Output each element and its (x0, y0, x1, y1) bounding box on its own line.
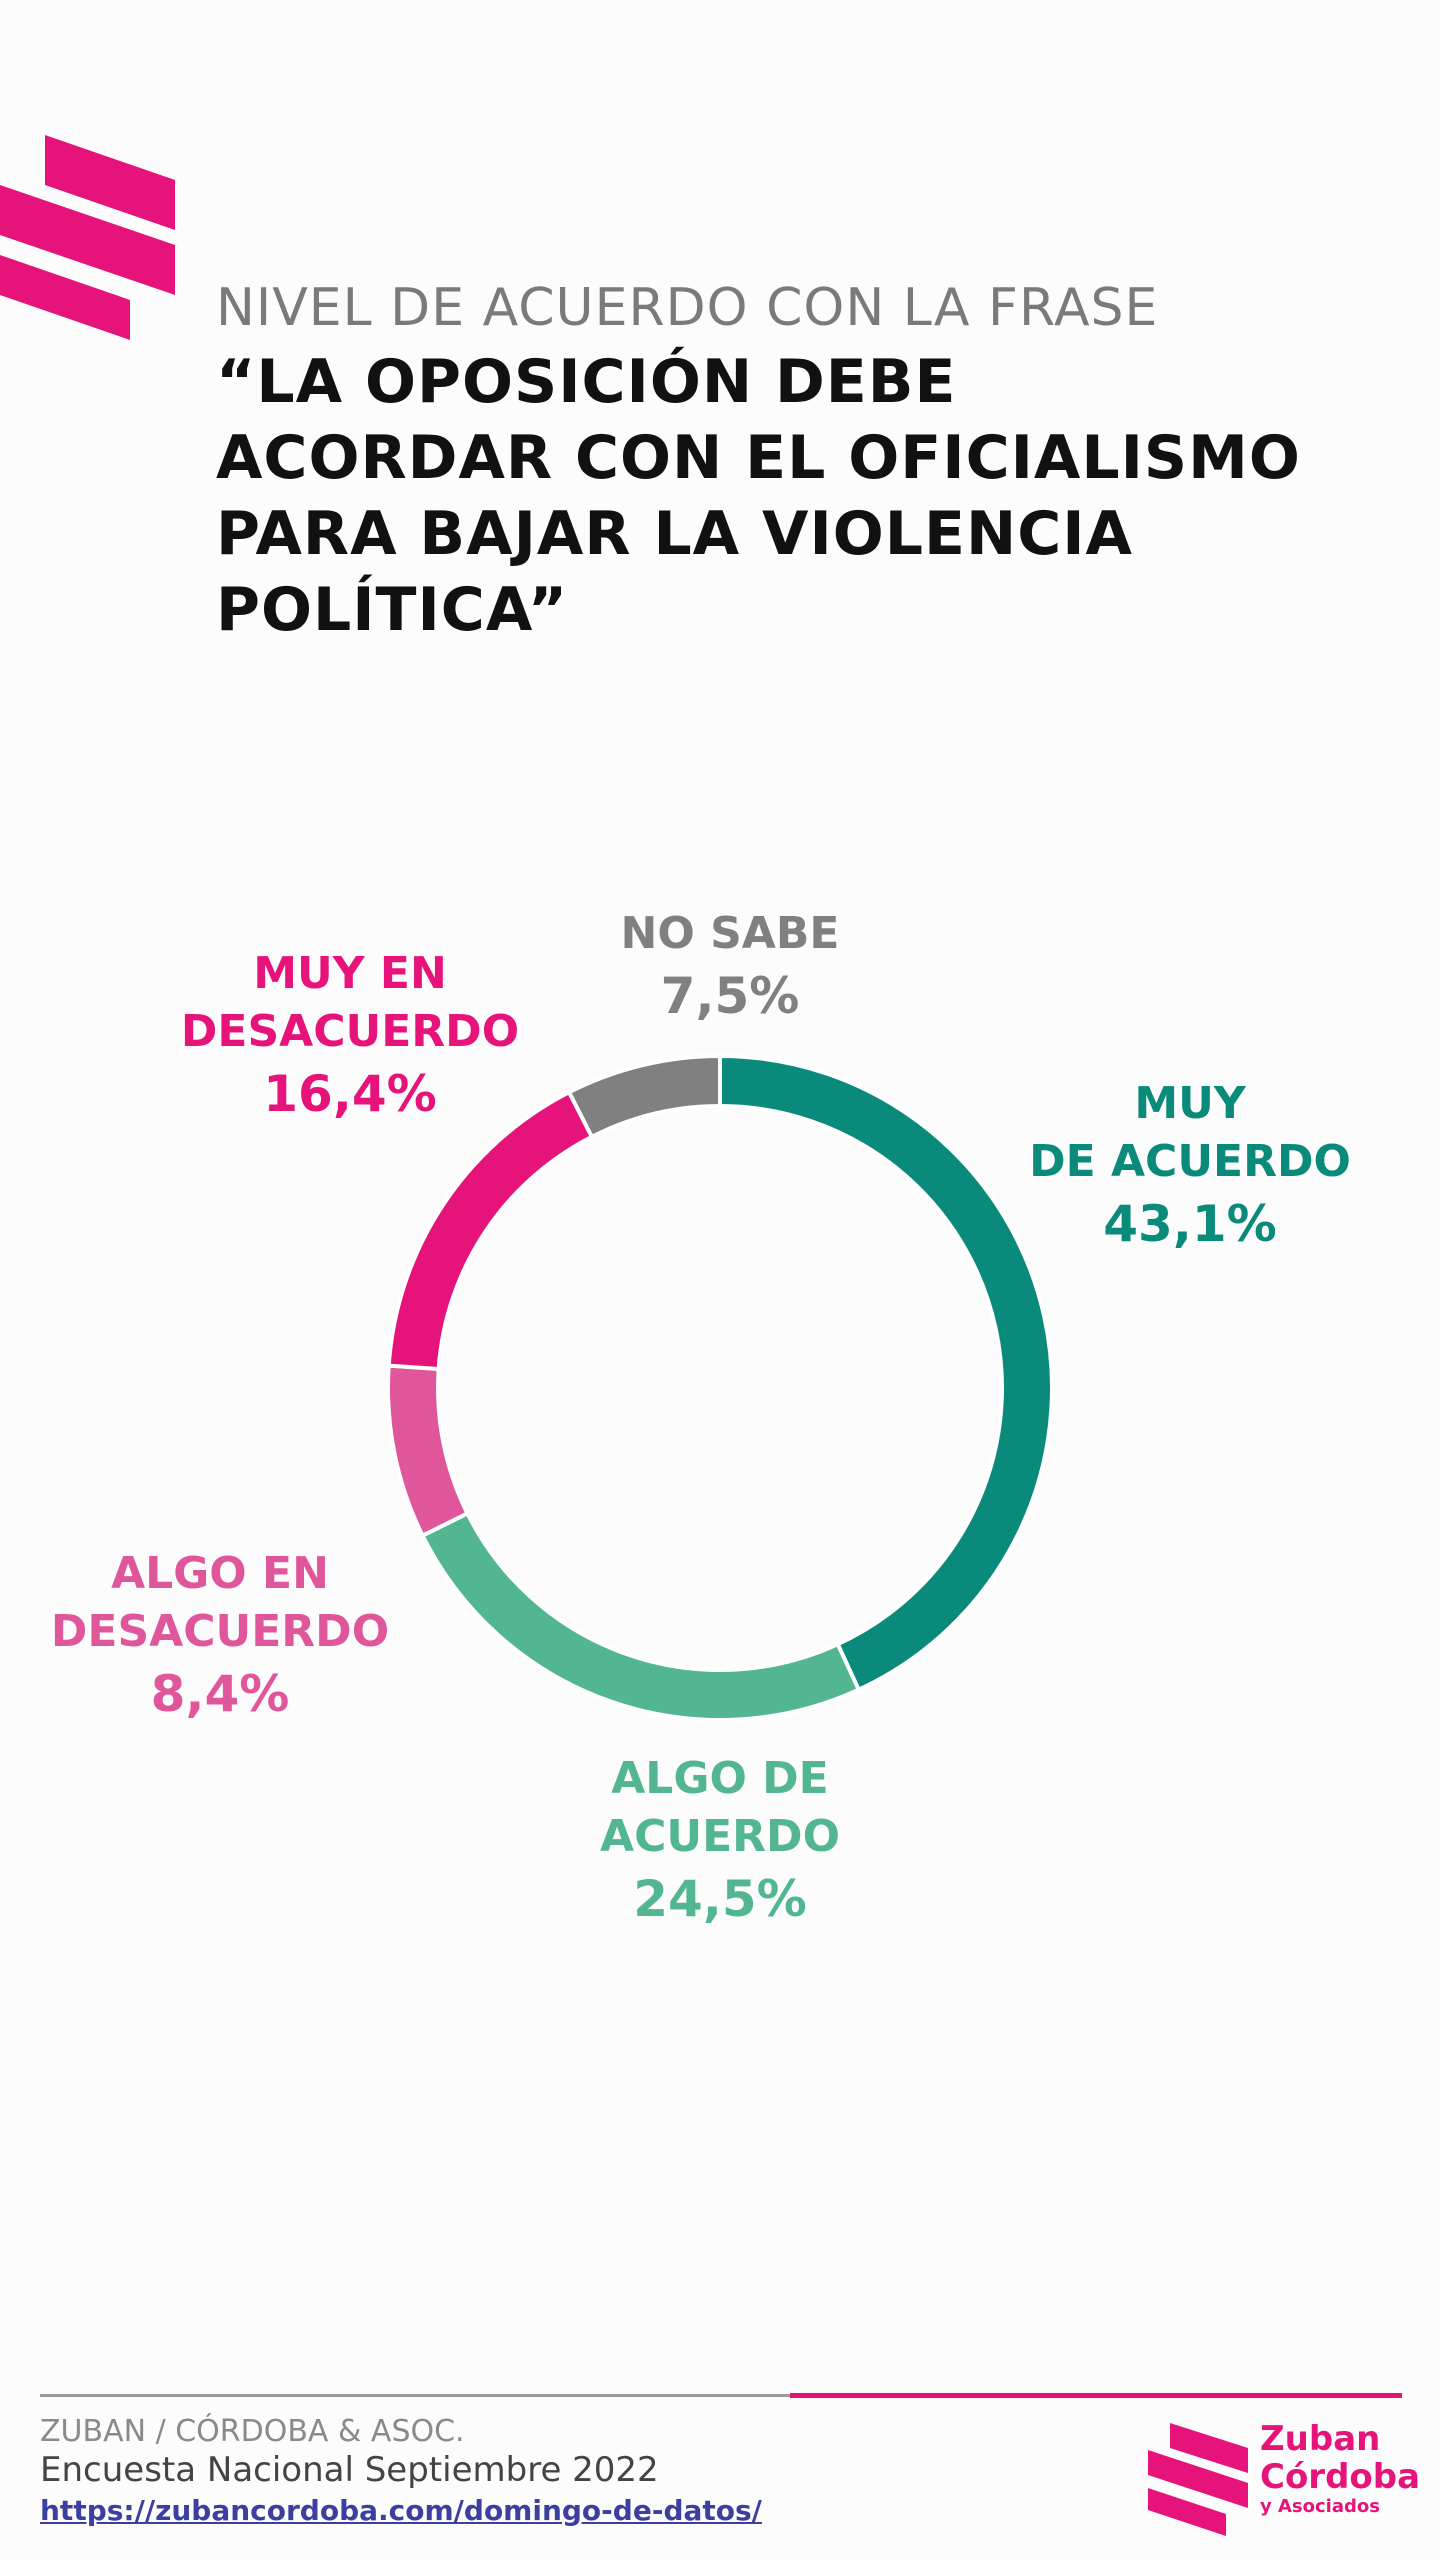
donut-slice-2 (386, 1363, 471, 1539)
slice-label-3: MUY EN DESACUERDO 16,4% (150, 945, 550, 1127)
brand-stripes-icon (0, 135, 175, 340)
slice-label-1: ALGO DE ACUERDO 24,5% (540, 1750, 900, 1932)
slice-name-2: ALGO EN DESACUERDO (50, 1548, 390, 1657)
footer-divider (40, 2394, 1402, 2397)
slice-name-1: ALGO DE ACUERDO (600, 1753, 840, 1862)
slice-label-4: NO SABE 7,5% (580, 905, 880, 1029)
slice-value-3: 16,4% (263, 1065, 437, 1123)
slice-name-4: NO SABE (620, 908, 840, 959)
slice-value-4: 7,5% (660, 967, 800, 1025)
brand-wordmark: Zuban Córdoba y Asociados (1260, 2420, 1420, 2518)
slice-name-0: MUY DE ACUERDO (1029, 1078, 1351, 1187)
chart-kicker: NIVEL DE ACUERDO CON LA FRASE (216, 278, 1159, 338)
footer-divider-accent (790, 2393, 1402, 2398)
brand-mark-icon (1148, 2423, 1248, 2536)
slice-name-3: MUY EN DESACUERDO (180, 948, 520, 1057)
footer-survey: Encuesta Nacional Septiembre 2022 (40, 2450, 659, 2490)
footer-link[interactable]: https://zubancordoba.com/domingo-de-dato… (40, 2494, 762, 2527)
footer-org: ZUBAN / CÓRDOBA & ASOC. (40, 2414, 465, 2449)
brand-line3: y Asociados (1260, 2496, 1380, 2517)
slice-value-0: 43,1% (1103, 1195, 1277, 1253)
slice-value-1: 24,5% (633, 1870, 807, 1928)
slice-value-2: 8,4% (150, 1665, 290, 1723)
brand-logo: Zuban Córdoba y Asociados (1148, 2418, 1420, 2538)
brand-line1: Zuban (1260, 2419, 1381, 2459)
chart-title: “LA OPOSICIÓN DEBE ACORDAR CON EL OFICIA… (216, 347, 1301, 645)
slice-label-2: ALGO EN DESACUERDO 8,4% (20, 1545, 420, 1727)
slice-label-0: MUY DE ACUERDO 43,1% (1000, 1075, 1380, 1257)
donut-slice-0 (718, 1053, 1054, 1693)
donut-slice-1 (419, 1510, 862, 1722)
brand-line2: Córdoba (1260, 2457, 1421, 2497)
donut-slice-4 (566, 1053, 722, 1140)
donut-slice-3 (386, 1089, 595, 1372)
